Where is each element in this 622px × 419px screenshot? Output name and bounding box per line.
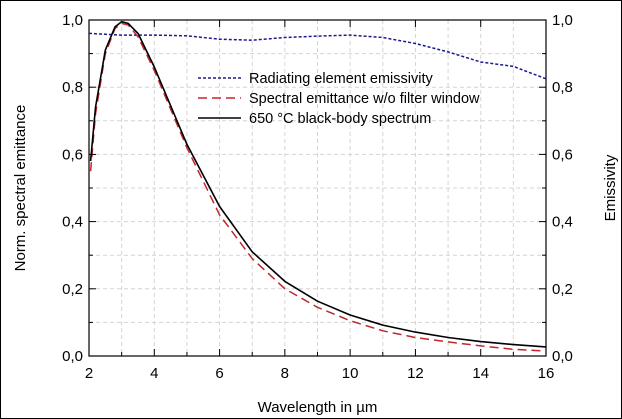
y-tick-label: 0,8 [62,79,83,96]
y-axis-label: Norm. spectral emittance [12,105,29,272]
x-tick-label: 4 [150,365,158,382]
blackbody-line [89,20,547,348]
y2-tick-label: 0,4 [552,214,573,231]
x-tick-label: 2 [85,365,93,382]
y2-tick-label: 1,0 [552,12,573,29]
y-tick-label: 0,6 [62,146,83,163]
x-tick-label: 12 [407,365,424,382]
y-tick-label: 1,0 [62,12,83,29]
y2-tick-label: 0,8 [552,79,573,96]
axis-ticks: 2 4 6 8 10 12 14 160,0 0,00,2 0,20,4 0,40,6 0,60,8 0… [62,12,573,382]
y-tick-label: 0,0 [62,348,83,365]
y2-tick-label: 0,6 [552,146,573,163]
legend-label: Spectral emittance w/o filter window [249,91,480,107]
y2-tick-label: 0,2 [552,281,573,298]
x-tick-label: 8 [281,365,289,382]
y-tick-label: 0,2 [62,281,83,298]
emissivity-line [88,32,547,80]
y-tick-label: 0,4 [62,214,83,231]
legend: Radiating element emissivity Spectral emi… [198,71,480,127]
y2-axis-label: Emissivity [602,154,619,221]
x-tick-label: 14 [472,365,489,382]
emittance-line [89,22,547,352]
x-tick-label: 6 [215,365,223,382]
legend-label: 650 °C black-body spectrum [249,111,431,127]
y2-tick-label: 0,0 [552,348,573,365]
legend-label: Radiating element emissivity [249,71,433,87]
x-axis-label: Wavelength in µm [258,399,378,416]
x-tick-label: 10 [342,365,359,382]
x-tick-label: 16 [538,365,555,382]
series-lines [88,20,547,352]
